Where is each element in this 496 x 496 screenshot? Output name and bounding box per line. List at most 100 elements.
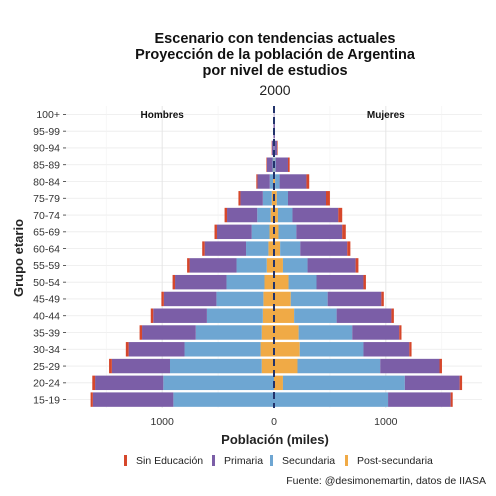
y-tick-label: 35-39 [33, 327, 60, 339]
bar-male-70-74-2 [257, 207, 271, 223]
bar-male-45-49-3 [263, 291, 274, 307]
bar-female-25-29-1 [380, 358, 440, 374]
bar-female-60-64-1 [300, 241, 348, 256]
y-tick-label: 95-99 [33, 126, 60, 138]
bar-male-50-54-0 [172, 274, 176, 290]
bar-female-60-64-2 [280, 241, 301, 256]
bar-male-90-94-1 [271, 140, 274, 156]
bar-male-85-89-1 [266, 157, 273, 172]
bar-male-15-19-0 [90, 392, 93, 407]
bar-female-45-49-1 [327, 291, 382, 307]
legend-entry-2: Secundaria [282, 455, 335, 467]
bar-female-55-59-0 [355, 258, 359, 273]
bar-male-75-79-3 [271, 191, 274, 206]
bar-female-90-94-0 [277, 140, 278, 156]
bar-male-35-39-0 [139, 325, 143, 340]
bar-male-15-19-2 [173, 392, 274, 407]
x-tick-label: 1000 [150, 416, 174, 428]
x-axis-ticks: 1000 0 1000 [150, 416, 397, 428]
bar-female-45-49-3 [274, 291, 291, 307]
bar-female-55-59-1 [307, 258, 356, 273]
bar-female-45-49-2 [290, 291, 328, 307]
bar-female-85-89-1 [275, 157, 288, 172]
y-axis-ticks: 15-19 20-24 25-29 30-34 35-39 40-44 45-49 50-54… [33, 109, 66, 406]
bar-female-15-19-2 [274, 392, 389, 407]
bar-male-25-29-0 [109, 358, 112, 374]
bar-female-40-44-2 [294, 308, 337, 323]
bar-female-35-39-1 [352, 325, 400, 340]
bar-female-30-34-1 [363, 342, 410, 357]
bar-male-25-29-1 [111, 358, 170, 374]
legend-swatch-2 [270, 455, 273, 466]
y-tick-label: 45-49 [33, 294, 60, 306]
y-tick-label: 75-79 [33, 193, 60, 205]
bar-female-65-69-0 [342, 224, 346, 240]
bar-female-85-89-2 [274, 157, 276, 172]
bar-male-80-84-1 [257, 174, 270, 189]
bar-female-45-49-0 [381, 291, 384, 307]
x-tick-label: 1000 [374, 416, 398, 428]
bar-male-35-39-2 [195, 325, 262, 340]
bar-male-70-74-1 [227, 207, 258, 223]
legend-swatch-1 [212, 455, 215, 466]
bar-male-50-54-2 [226, 274, 265, 290]
bar-female-35-39-0 [399, 325, 402, 340]
bar-male-65-69-3 [269, 224, 274, 240]
legend-entry-0: Sin Educación [136, 455, 203, 467]
bar-male-70-74-0 [224, 207, 228, 223]
bar-female-50-54-1 [316, 274, 364, 290]
y-tick-label: 70-74 [33, 210, 60, 222]
bar-female-70-74-2 [277, 207, 293, 223]
y-tick-label: 60-64 [33, 243, 60, 255]
bar-male-85-89-0 [266, 157, 267, 172]
bar-male-30-34-3 [260, 342, 274, 357]
bar-male-45-49-2 [216, 291, 264, 307]
chart-title-line-3: por nivel de estudios [202, 63, 347, 79]
chart-title-line-2: Proyección de la población de Argentina [135, 47, 416, 63]
bar-female-20-24-2 [282, 375, 405, 391]
bar-female-70-74-1 [292, 207, 339, 223]
bar-female-80-84-3 [274, 174, 276, 189]
bar-male-70-74-3 [270, 207, 274, 223]
bar-male-35-39-1 [142, 325, 196, 340]
bar-male-20-24-0 [92, 375, 96, 391]
bar-male-75-79-1 [240, 191, 263, 206]
bar-female-80-84-2 [275, 174, 280, 189]
bar-female-85-89-0 [287, 157, 290, 172]
legend-swatch-3 [345, 455, 348, 466]
bar-female-80-84-1 [279, 174, 307, 189]
y-tick-label: 25-29 [33, 361, 60, 373]
bar-male-65-69-0 [214, 224, 217, 240]
facet-label: 2000 [259, 82, 290, 98]
bar-female-25-29-2 [297, 358, 381, 374]
y-tick-label: 65-69 [33, 227, 60, 239]
bar-male-50-54-1 [175, 274, 227, 290]
bar-male-55-59-0 [187, 258, 190, 273]
bar-male-40-44-2 [206, 308, 263, 323]
bar-female-55-59-3 [274, 258, 283, 273]
y-tick-label: 20-24 [33, 378, 60, 390]
y-tick-label: 40-44 [33, 311, 60, 323]
bar-female-70-74-3 [274, 207, 278, 223]
bar-female-30-34-3 [274, 342, 300, 357]
bar-female-15-19-0 [450, 392, 453, 407]
legend-entry-1: Primaria [224, 455, 263, 467]
bar-female-80-84-0 [306, 174, 310, 189]
bar-male-25-29-2 [170, 358, 262, 374]
chart-title-line-1: Escenario con tendencias actuales [155, 31, 396, 47]
bar-male-25-29-3 [261, 358, 274, 374]
bar-female-35-39-2 [298, 325, 353, 340]
bar-female-65-69-2 [278, 224, 297, 240]
bar-female-15-19-1 [388, 392, 451, 407]
bar-male-65-69-1 [216, 224, 252, 240]
bar-female-30-34-2 [299, 342, 364, 357]
bar-male-80-84-0 [256, 174, 258, 189]
bar-female-25-29-0 [439, 358, 442, 374]
legend-swatch-0 [124, 455, 127, 466]
bar-female-90-94-1 [274, 140, 278, 156]
bar-female-25-29-3 [274, 358, 298, 374]
bar-male-80-84-2 [269, 174, 274, 189]
legend-entry-3: Post-secundaria [357, 455, 433, 467]
bar-female-75-79-1 [287, 191, 326, 206]
